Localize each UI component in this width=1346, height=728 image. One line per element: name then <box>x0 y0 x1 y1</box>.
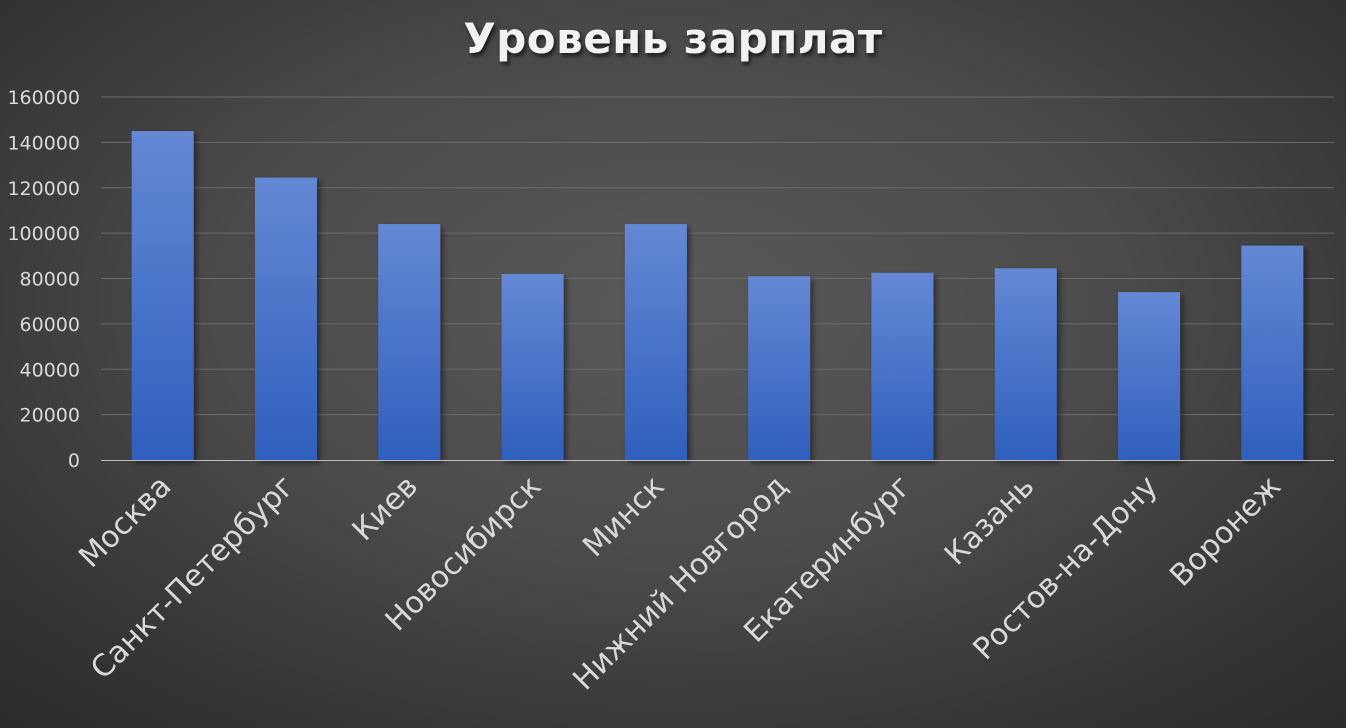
bar <box>994 268 1057 460</box>
x-category-label: Воронеж <box>1163 469 1288 594</box>
y-tick-label: 120000 <box>7 178 80 200</box>
x-category-label: Минск <box>576 469 671 564</box>
bars <box>131 131 1304 460</box>
bar <box>624 224 687 460</box>
bar <box>748 276 811 460</box>
y-axis-ticks: 0 20000 40000 60000 80000 100000 120000 140000 1… <box>7 87 80 472</box>
y-tick-label: 60000 <box>20 314 80 336</box>
y-tick-label: 100000 <box>7 223 80 245</box>
y-tick-label: 160000 <box>7 87 80 109</box>
x-category-label: Санкт-Петербург <box>84 469 301 686</box>
x-category-label: Киев <box>346 469 425 548</box>
bar <box>501 273 564 460</box>
x-category-label: Москва <box>72 469 178 575</box>
bar <box>871 272 934 460</box>
y-tick-label: 40000 <box>20 359 80 381</box>
x-category-label: Казань <box>938 469 1041 572</box>
bar <box>254 177 317 460</box>
y-tick-label: 140000 <box>7 132 80 154</box>
x-category-label: Нижний Новгород <box>566 469 794 697</box>
y-tick-label: 20000 <box>20 405 80 427</box>
y-tick-label: 0 <box>68 450 80 472</box>
y-tick-label: 80000 <box>20 269 80 291</box>
chart-title: Уровень зарплат <box>463 14 883 63</box>
bar <box>131 131 194 460</box>
bar <box>1241 245 1304 460</box>
bar <box>378 224 441 460</box>
bar <box>1118 292 1181 460</box>
